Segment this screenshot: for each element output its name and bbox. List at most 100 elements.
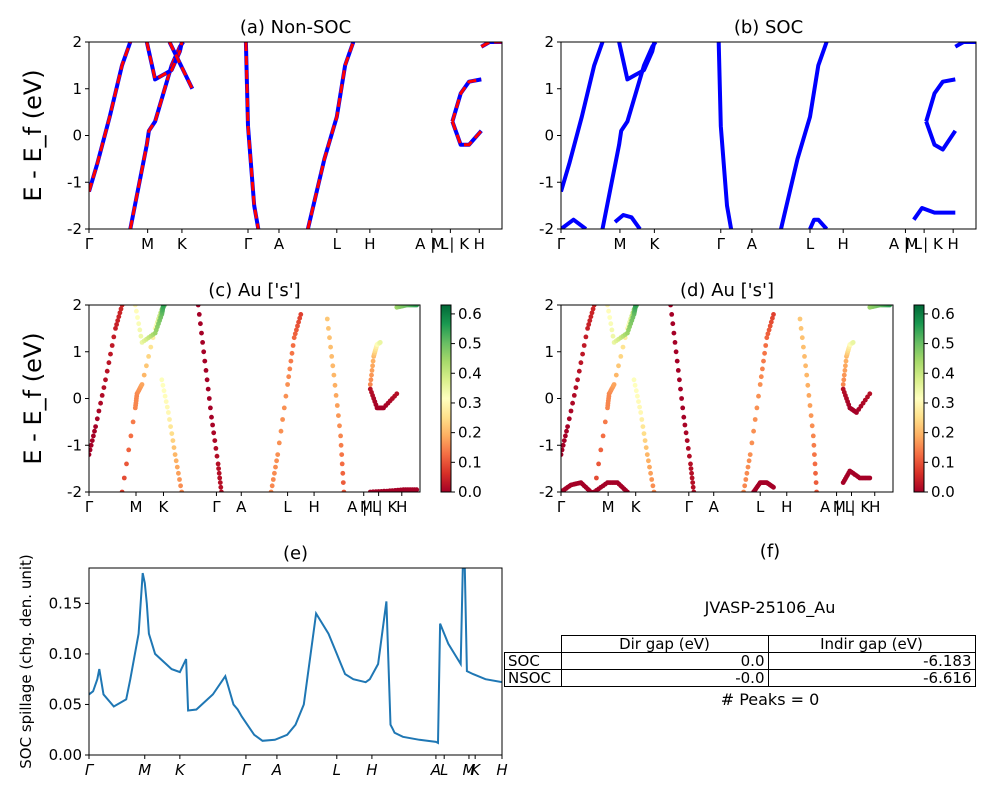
projection-point	[108, 351, 113, 357]
y-tick-label: 0	[72, 127, 82, 145]
y-tick-label: -2	[539, 220, 554, 238]
projection-point	[286, 374, 292, 380]
x-tick-label: M | K	[833, 498, 872, 516]
projection-point	[173, 458, 179, 464]
band-line	[716, 42, 734, 229]
projection-point	[174, 464, 180, 470]
projection-point	[163, 399, 169, 404]
projection-point	[161, 305, 166, 308]
projection-point	[677, 377, 682, 383]
x-tick-label: A | L	[889, 235, 923, 253]
projection-point	[620, 344, 626, 350]
projection-point	[564, 428, 569, 434]
x-tick-label: M	[613, 235, 626, 253]
projection-point	[285, 382, 290, 387]
colorbar-tick-label: 0.1	[931, 453, 955, 471]
table-cell: -6.183	[767, 652, 976, 670]
band-line	[450, 120, 483, 147]
projection-point	[850, 340, 856, 345]
projection-point	[672, 340, 678, 345]
projection-point	[134, 308, 139, 314]
projection-point	[638, 410, 644, 415]
projection-point	[159, 377, 165, 383]
x-tick-label: A	[709, 498, 720, 516]
y-tick-label: 0	[544, 390, 554, 408]
projection-point	[681, 414, 687, 420]
projection-point	[680, 405, 686, 411]
projection-point	[843, 363, 848, 369]
projection-point	[124, 461, 129, 467]
projection-point	[128, 433, 134, 439]
x-tick-label: Γ	[85, 761, 95, 779]
band-line	[912, 206, 956, 221]
y-tick-label: 2	[72, 33, 82, 51]
projection-point	[760, 366, 765, 372]
x-tick-label: L	[333, 235, 342, 253]
projection-point	[298, 312, 304, 317]
y-tick-label: -2	[539, 483, 554, 501]
projection-point	[814, 489, 819, 492]
colorbar-tick-label: 0.3	[458, 394, 482, 412]
projection-point	[204, 377, 210, 383]
projection-point	[807, 403, 813, 408]
projection-point	[167, 417, 172, 422]
colorbar-tick-label: 0.6	[931, 305, 955, 323]
band-line	[924, 77, 956, 123]
projection-point	[161, 388, 167, 394]
projection-point	[682, 422, 688, 428]
projection-point	[642, 438, 648, 443]
axes-frame	[560, 41, 977, 230]
projection-point	[292, 331, 298, 337]
table-row: NSOC -0.0 -6.616	[504, 669, 976, 687]
plot-area	[561, 42, 976, 229]
projection-point	[283, 393, 289, 399]
x-tick-label: A | L	[347, 498, 381, 516]
projection-point	[109, 343, 115, 348]
projection-point	[757, 382, 763, 387]
projection-point	[216, 466, 222, 471]
band-line	[924, 120, 957, 152]
projection-point	[94, 416, 100, 422]
projection-point	[608, 321, 614, 327]
x-tick-label: H	[474, 235, 485, 253]
projection-point	[287, 366, 293, 372]
projection-point	[331, 372, 337, 378]
colorbar-tick-label: 0.0	[931, 483, 955, 501]
projection-point	[369, 368, 375, 373]
projection-point	[743, 477, 749, 482]
projection-point	[294, 327, 299, 333]
projection-point	[99, 393, 105, 398]
projection-point	[768, 319, 774, 325]
band-line	[450, 77, 482, 123]
plot-area	[89, 568, 502, 745]
x-tick-label: M	[138, 761, 151, 779]
colorbar-tick-label: 0.5	[458, 335, 482, 353]
x-tick-label: Γ	[244, 235, 253, 253]
projection-point	[752, 417, 758, 422]
projection-point	[101, 385, 107, 390]
projection-point	[119, 305, 125, 308]
projection-point	[334, 403, 340, 408]
peaks-label: # Peaks = 0	[720, 690, 820, 709]
band-line	[954, 42, 976, 49]
y-tick-label: -2	[67, 483, 82, 501]
projection-point	[805, 382, 811, 388]
panel-title: (e)	[283, 543, 308, 564]
band-line	[244, 42, 260, 229]
x-tick-label: M	[141, 235, 154, 253]
projection-point	[668, 305, 673, 308]
band-line	[450, 120, 483, 147]
y-axis-label: E - E_f (eV)	[19, 69, 47, 201]
projection-point	[649, 477, 655, 482]
x-tick-label: K	[649, 235, 660, 253]
y-axis-label: E - E_f (eV)	[19, 332, 47, 464]
axes-frame	[88, 567, 503, 756]
projection-point	[591, 305, 597, 308]
projection-point	[764, 335, 770, 341]
projection-point	[296, 319, 301, 325]
projection-point	[746, 458, 752, 464]
projection-point	[804, 372, 810, 378]
